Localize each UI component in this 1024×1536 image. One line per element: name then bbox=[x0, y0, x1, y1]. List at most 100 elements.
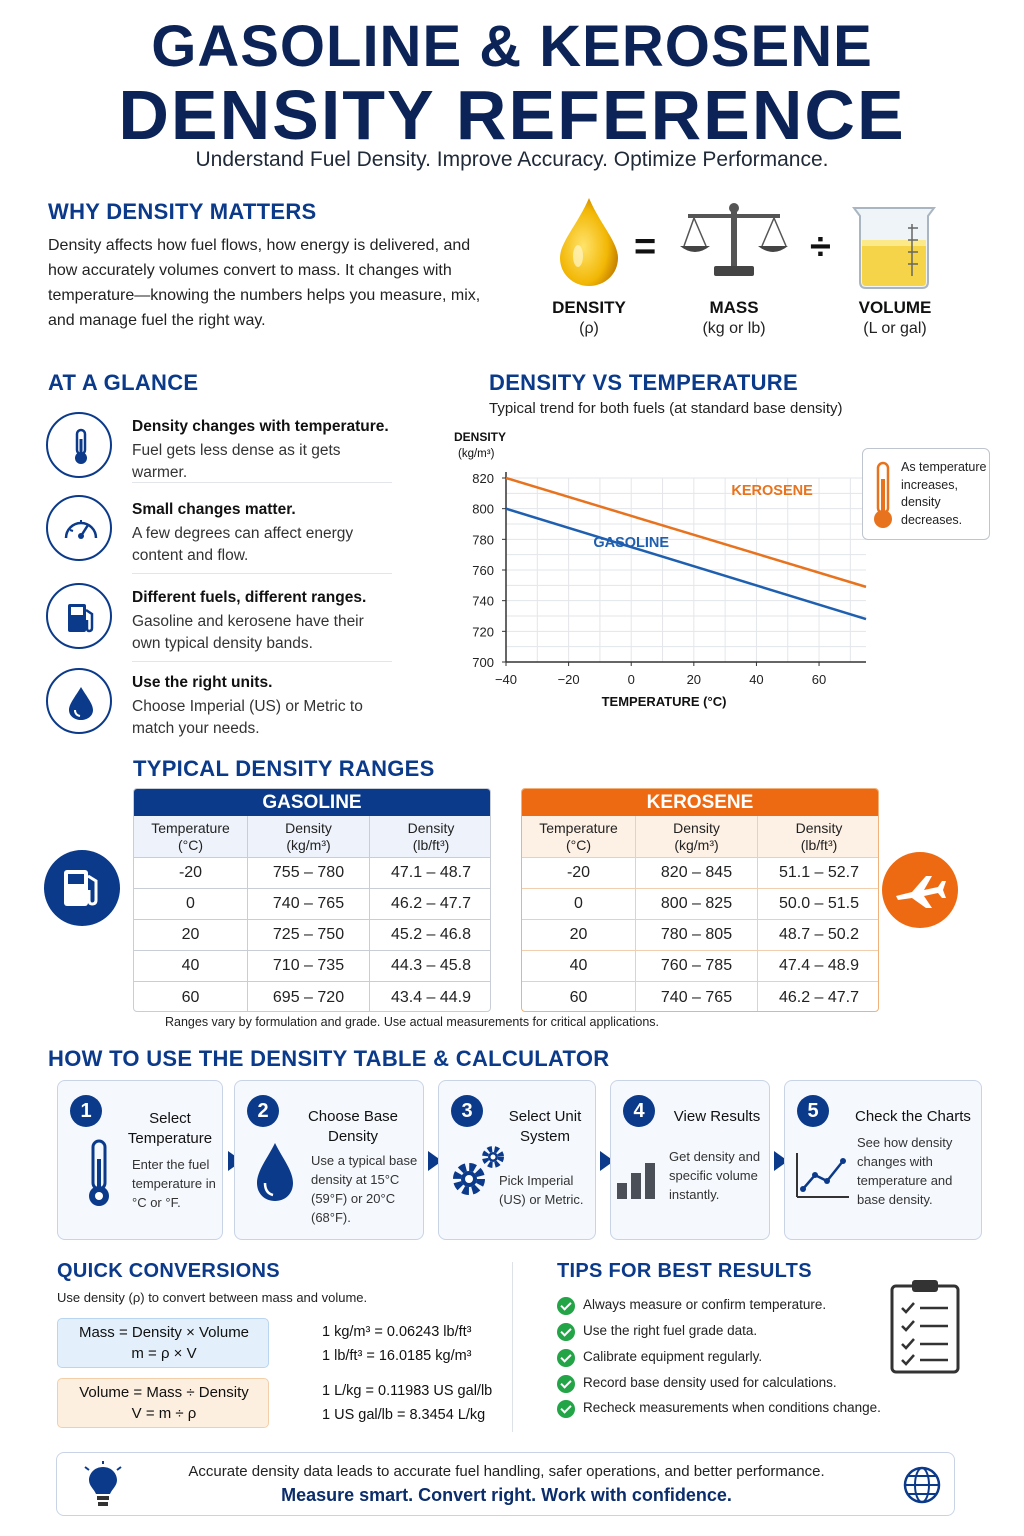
fuel-drop-icon bbox=[560, 198, 618, 286]
step-title: View Results bbox=[673, 1108, 761, 1125]
table-cell: 800 – 825 bbox=[636, 889, 758, 920]
table-cell: 40 bbox=[522, 951, 636, 982]
page-title-line2: DENSITY REFERENCE bbox=[118, 76, 906, 154]
step-4: 4 View Results Get density and specific … bbox=[610, 1080, 770, 1240]
col-header: Density (kg/m³) bbox=[248, 816, 370, 858]
page-title-line1: GASOLINE & KEROSENE bbox=[151, 14, 873, 79]
table-cell: 0 bbox=[134, 889, 248, 920]
col-header: Temperature (°C) bbox=[134, 816, 248, 858]
col-header: Density (lb/ft³) bbox=[370, 816, 490, 858]
gears-icon bbox=[453, 1146, 504, 1195]
step-5: 5 Check the Charts See how density chang… bbox=[784, 1080, 982, 1240]
step-1: 1 Select Temperature Enter the fuel temp… bbox=[57, 1080, 223, 1240]
series-label-gasoline: GASOLINE bbox=[593, 535, 669, 551]
check-icon bbox=[557, 1400, 575, 1418]
x-tick-label: 60 bbox=[812, 672, 826, 687]
table-cell: 60 bbox=[522, 982, 636, 1011]
y-tick-label: 760 bbox=[472, 563, 494, 578]
beaker-icon bbox=[852, 207, 936, 289]
x-tick-label: 40 bbox=[749, 672, 763, 687]
divider bbox=[132, 482, 392, 483]
airplane-badge-icon bbox=[882, 852, 958, 928]
step-title: Select Temperature bbox=[127, 1110, 213, 1147]
chart-note: As temperature increases, density decrea… bbox=[862, 448, 990, 540]
globe-icon bbox=[903, 1466, 941, 1504]
lightbulb-icon bbox=[84, 1461, 122, 1506]
density-label: DENSITY (ρ) bbox=[552, 298, 626, 337]
check-icon bbox=[557, 1349, 575, 1367]
series-line-gasoline bbox=[505, 507, 867, 621]
thermometer-icon bbox=[46, 412, 112, 478]
step-text: Get density and specific volume instantl… bbox=[669, 1149, 761, 1202]
fuel-pump-badge-icon bbox=[44, 850, 120, 926]
tips-heading: TIPS FOR BEST RESULTS bbox=[557, 1260, 812, 1282]
ranges-note: Ranges vary by formulation and grade. Us… bbox=[165, 1015, 659, 1029]
table-cell: 43.4 – 44.9 bbox=[390, 988, 472, 1006]
ranges-heading: TYPICAL DENSITY RANGES bbox=[133, 756, 435, 781]
divide-sign: ÷ bbox=[810, 226, 831, 268]
check-icon bbox=[557, 1297, 575, 1315]
table-cell: 50.0 – 51.5 bbox=[758, 889, 878, 920]
table-cell: 46.2 – 47.7 bbox=[370, 889, 490, 920]
table-cell: 710 – 735 bbox=[248, 951, 370, 982]
volume-label: VOLUME (L or gal) bbox=[858, 298, 932, 337]
table-cell: 20 bbox=[522, 920, 636, 951]
table-cell: 740 – 765 bbox=[636, 982, 758, 1011]
conversion-eq: 1 L/kg = 0.11983 US gal/lb bbox=[322, 1383, 493, 1399]
footer-banner: Accurate density data leads to accurate … bbox=[56, 1452, 955, 1516]
step-2: 2 Choose Base Density Use a typical base… bbox=[234, 1080, 424, 1240]
table-cell: -20 bbox=[134, 858, 248, 889]
footer-slogan: Measure smart. Convert right. Work with … bbox=[281, 1485, 732, 1505]
bar-chart-icon bbox=[617, 1163, 655, 1199]
y-axis-label: DENSITY bbox=[454, 430, 506, 444]
density-temperature-chart: 700 720 740 760 780 800 820 −40 −20 0 20 40 60 DENSIT… bbox=[454, 430, 867, 709]
page-subtitle: Understand Fuel Density. Improve Accurac… bbox=[195, 148, 829, 171]
step-text: See how density changes with temperature… bbox=[857, 1135, 953, 1207]
table-cell: 47.4 – 48.9 bbox=[758, 951, 878, 982]
mass-formula-box: Mass = Density × Volume m = ρ × V bbox=[57, 1318, 269, 1368]
mass-label: MASS (kg or lb) bbox=[702, 298, 766, 337]
step-title: Choose Base Density bbox=[307, 1108, 399, 1145]
x-tick-label: −40 bbox=[495, 672, 517, 687]
why-text: Density affects how fuel flows, how ener… bbox=[48, 237, 481, 329]
table-cell: 755 – 780 bbox=[248, 858, 370, 889]
table-cell: 45.2 – 46.8 bbox=[370, 920, 490, 951]
kerosene-table-title: KEROSENE bbox=[522, 789, 878, 816]
table-cell: 40 bbox=[134, 951, 248, 982]
x-tick-label: 0 bbox=[628, 672, 635, 687]
conversions-subtitle: Use density (ρ) to convert between mass … bbox=[57, 1290, 368, 1305]
series-label-kerosene: KEROSENE bbox=[731, 483, 813, 499]
why-heading: WHY DENSITY MATTERS bbox=[48, 199, 317, 224]
divider bbox=[132, 573, 392, 574]
y-tick-label: 720 bbox=[472, 624, 494, 639]
glance-heading: AT A GLANCE bbox=[48, 370, 199, 395]
table-cell: 47.1 – 48.7 bbox=[370, 858, 490, 889]
equals-sign: = bbox=[634, 226, 657, 268]
series-line-kerosene bbox=[505, 476, 867, 589]
glance-item-fuel-ranges: Different fuels, different ranges. Gasol… bbox=[46, 583, 392, 663]
table-cell: 695 – 720 bbox=[248, 982, 370, 1011]
chart-heading: DENSITY VS TEMPERATURE bbox=[489, 370, 798, 395]
gasoline-table-title: GASOLINE bbox=[134, 789, 490, 816]
chart-subtitle: Typical trend for both fuels (at standar… bbox=[489, 400, 843, 417]
step-text: Use a typical base density at 15°C (59°F… bbox=[311, 1153, 418, 1225]
step-text: Pick Imperial (US) or Metric. bbox=[499, 1173, 584, 1207]
table-cell: 725 – 750 bbox=[248, 920, 370, 951]
divider bbox=[132, 661, 392, 662]
table-cell: 0 bbox=[522, 889, 636, 920]
table-cell: 51.1 – 52.7 bbox=[758, 858, 878, 889]
table-cell: 46.2 – 47.7 bbox=[778, 988, 860, 1006]
y-axis-units: (kg/m³) bbox=[458, 448, 495, 460]
conversion-eq: 1 US gal/lb = 8.3454 L/kg bbox=[322, 1407, 486, 1423]
kerosene-table: KEROSENE Temperature (°C) Density (kg/m³) … bbox=[521, 788, 879, 1012]
line-chart-icon bbox=[796, 1153, 849, 1198]
x-axis-label: TEMPERATURE (°C) bbox=[602, 694, 727, 709]
x-tick-label: 20 bbox=[687, 672, 701, 687]
table-cell: 48.7 – 50.2 bbox=[758, 920, 878, 951]
clipboard-checklist-icon bbox=[890, 1280, 960, 1374]
table-cell: 44.3 – 45.8 bbox=[370, 951, 490, 982]
check-icon bbox=[557, 1323, 575, 1341]
vertical-divider bbox=[512, 1262, 513, 1432]
glance-item-units: Use the right units. Choose Imperial (US… bbox=[46, 668, 392, 748]
y-tick-label: 740 bbox=[472, 594, 494, 609]
